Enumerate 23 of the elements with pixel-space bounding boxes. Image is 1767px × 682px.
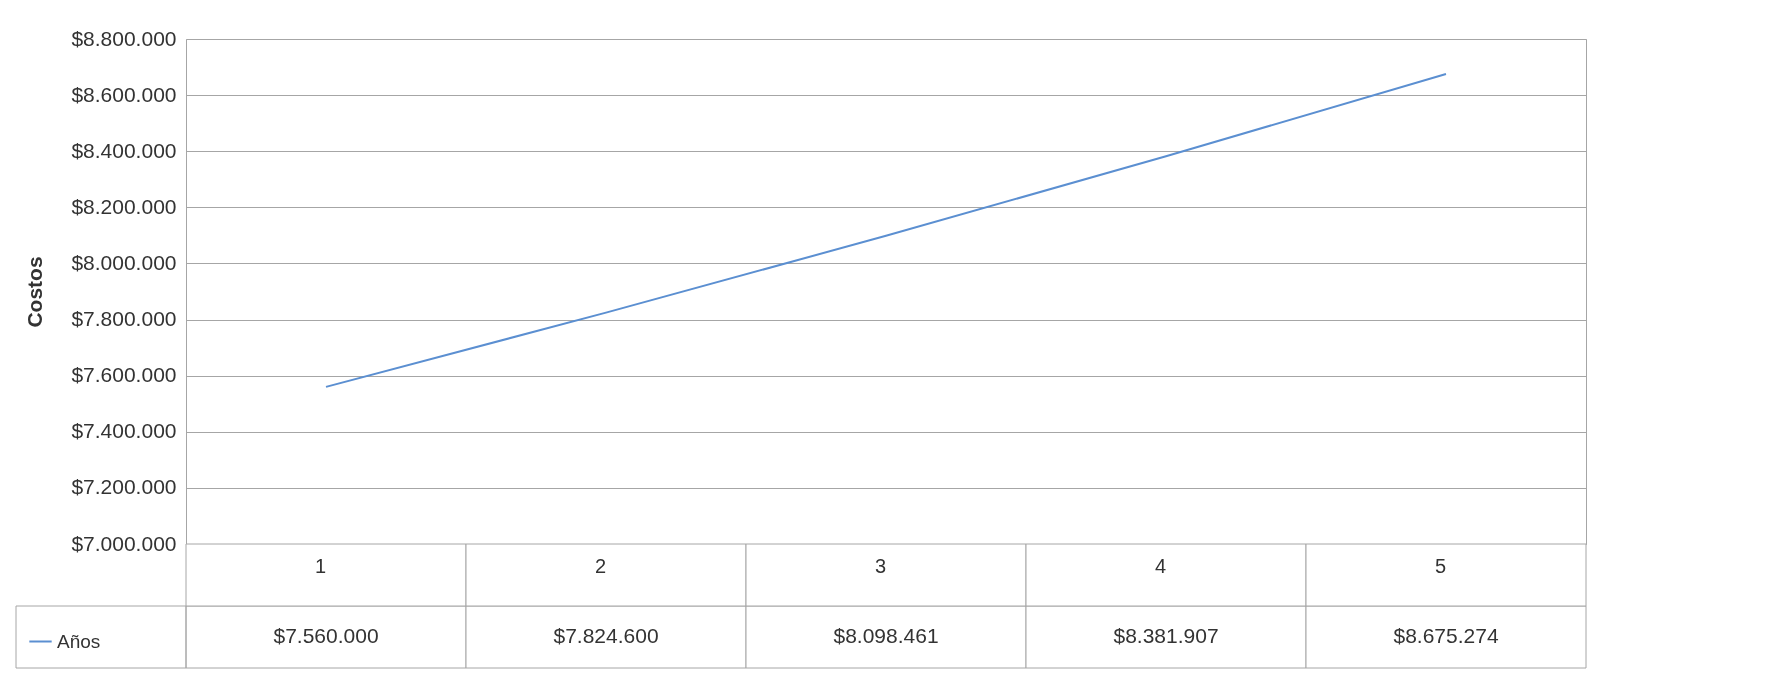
- y-tick-label: $8.800.000: [71, 26, 177, 50]
- line-series: [325, 72, 1447, 388]
- y-tick-label: $7.600.000: [71, 363, 177, 387]
- x-tick-label: 3: [874, 554, 886, 577]
- x-tick-label: 4: [1154, 554, 1166, 577]
- y-tick-label: $7.000.000: [71, 531, 177, 555]
- y-tick-label: $8.400.000: [71, 138, 177, 162]
- data-label: $8.675.274: [1393, 624, 1499, 647]
- data-label: $7.560.000: [273, 624, 379, 647]
- y-tick-label: $8.600.000: [71, 82, 177, 106]
- y-tick-label: $8.000.000: [71, 250, 177, 274]
- legend-label: Años: [57, 630, 101, 652]
- x-tick-label: 2: [594, 554, 606, 577]
- data-label: $7.824.600: [553, 624, 659, 647]
- y-tick-label: $7.400.000: [71, 419, 177, 443]
- y-axis-title: Costos: [23, 256, 47, 328]
- data-label: $8.381.907: [1113, 624, 1219, 647]
- x-tick-label: 5: [1434, 554, 1446, 577]
- y-tick-label: $7.800.000: [71, 307, 177, 331]
- x-tick-label: 1: [314, 554, 326, 577]
- data-label: $8.098.461: [833, 624, 939, 647]
- y-tick-label: $8.200.000: [71, 194, 177, 218]
- y-tick-label: $7.200.000: [71, 475, 177, 499]
